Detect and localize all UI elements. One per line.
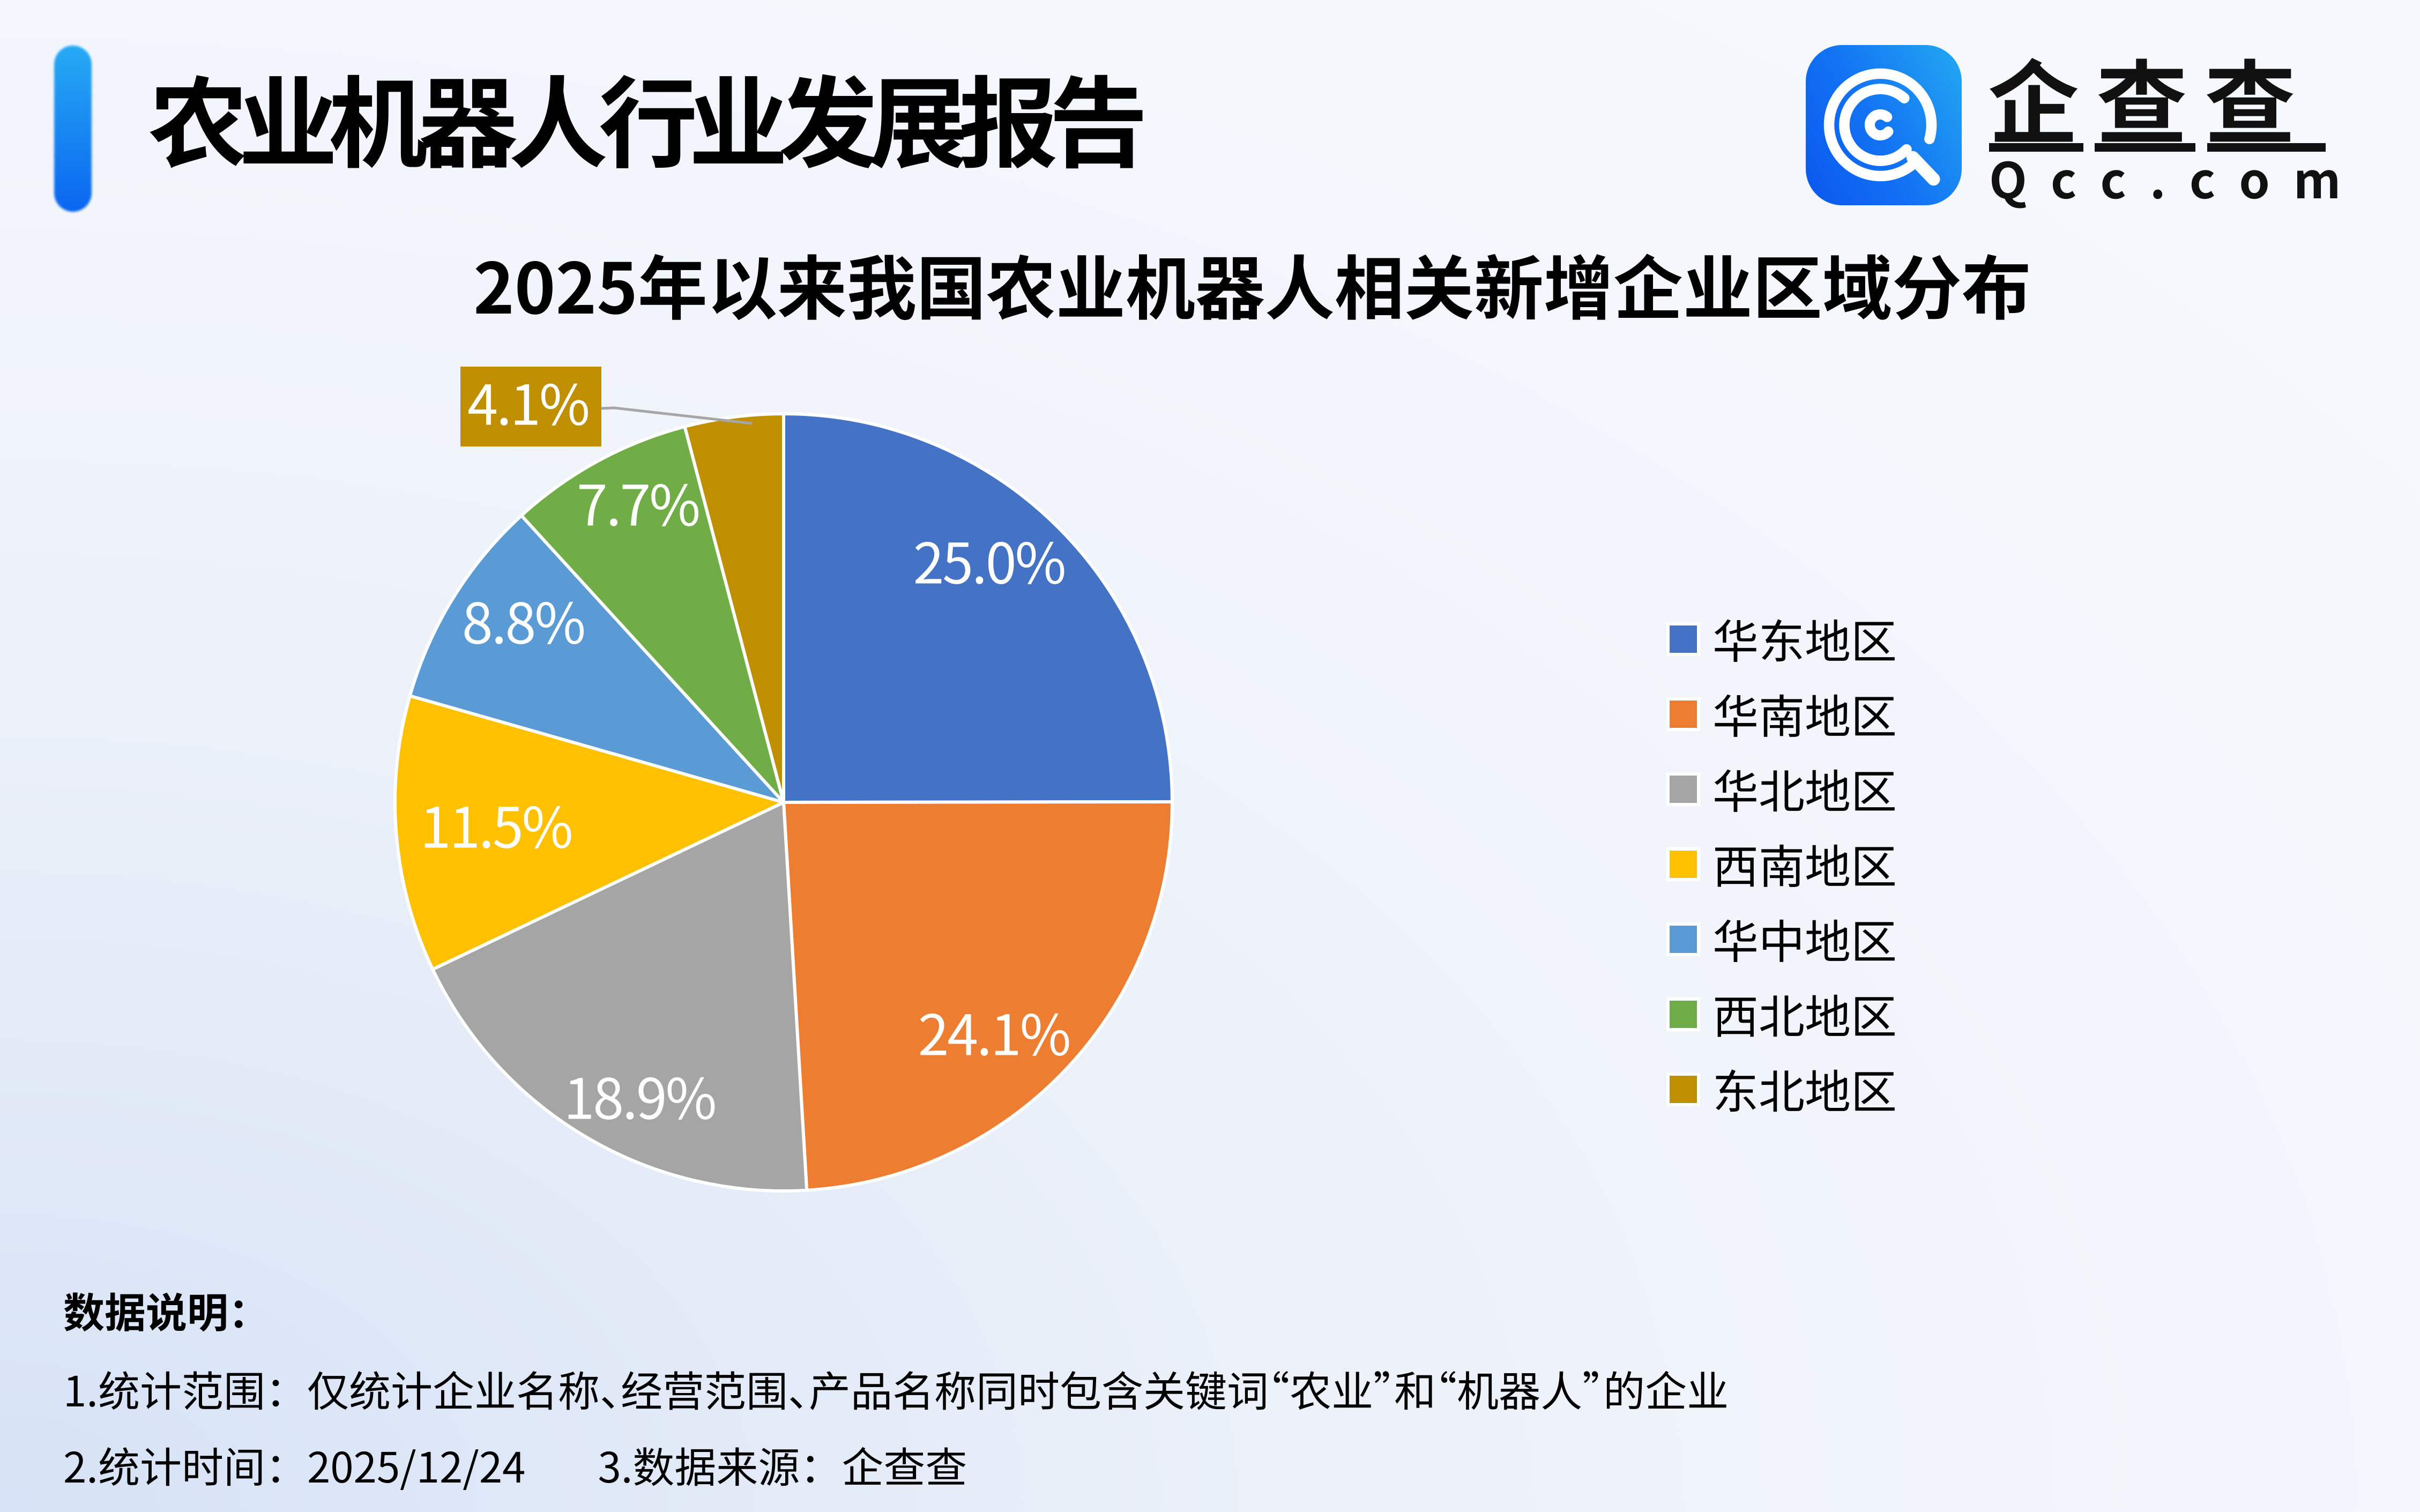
svg-text:8.8%: 8.8% [462,579,584,660]
svg-text:18.9%: 18.9% [564,1054,716,1135]
svg-text:4.1%: 4.1% [467,361,589,441]
svg-text:25.0%: 25.0% [913,519,1065,600]
svg-text:24.1%: 24.1% [918,990,1070,1071]
svg-text:11.5%: 11.5% [420,783,572,864]
svg-text:7.7%: 7.7% [577,461,699,542]
